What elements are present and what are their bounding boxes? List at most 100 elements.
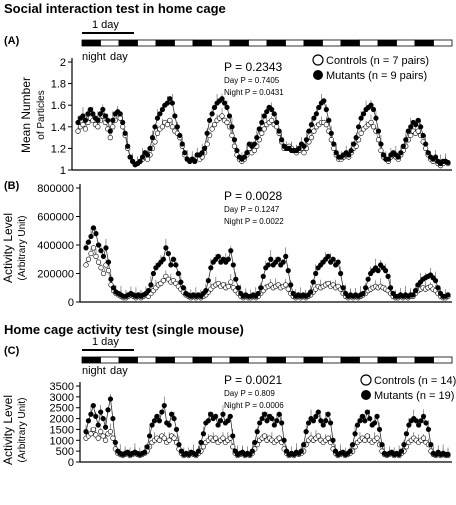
data-point-mutants — [374, 413, 380, 420]
data-point-controls — [93, 253, 99, 259]
data-point-mutants — [219, 96, 225, 102]
light-dark-segment-day — [211, 356, 231, 364]
data-point-mutants — [256, 126, 262, 132]
day-label: day — [110, 51, 128, 63]
data-point-mutants — [340, 285, 346, 291]
day-label-2: day — [110, 365, 128, 377]
data-point-controls — [152, 139, 158, 145]
data-point-mutants — [165, 250, 171, 257]
data-point-mutants — [227, 413, 233, 420]
data-point-mutants — [169, 411, 175, 417]
data-point-controls — [378, 147, 384, 154]
light-dark-segment-day — [396, 356, 416, 364]
y-tick-label: 1.6 — [51, 100, 66, 112]
data-point-mutants — [376, 426, 383, 433]
y-tick-label: 2 — [60, 57, 66, 69]
panel-b-stat-night: Night P = 0.0022 — [224, 217, 284, 226]
light-dark-segment-day — [137, 39, 157, 47]
panel-c-stat-day: Day P = 0.809 — [224, 389, 275, 398]
data-point-mutants — [362, 418, 368, 424]
data-point-mutants — [146, 433, 153, 439]
data-point-controls — [224, 119, 230, 126]
light-dark-segment-day — [174, 39, 194, 47]
light-dark-segment-day — [322, 39, 342, 47]
data-point-mutants — [164, 100, 170, 106]
panel-b-stat-main: P = 0.0028 — [224, 189, 282, 203]
data-point-mutants — [418, 124, 424, 130]
data-point-mutants — [260, 273, 266, 279]
data-point-mutants — [244, 150, 250, 156]
data-point-mutants — [208, 265, 214, 271]
data-point-mutants — [356, 124, 362, 130]
data-point-mutants — [375, 268, 381, 274]
data-point-controls — [420, 435, 427, 441]
data-point-mutants — [420, 413, 427, 420]
data-point-controls — [423, 145, 429, 151]
data-point-mutants — [403, 137, 409, 143]
data-point-controls — [161, 435, 167, 441]
light-dark-segment-day — [359, 39, 379, 47]
data-point-mutants — [420, 132, 426, 139]
data-point-mutants — [280, 259, 286, 265]
light-dark-segment-day — [285, 356, 305, 364]
data-point-mutants — [330, 256, 336, 262]
data-point-mutants — [321, 98, 327, 104]
data-point-mutants — [215, 253, 221, 259]
data-point-mutants — [228, 248, 234, 254]
light-dark-segment-night — [118, 356, 138, 364]
data-point-mutants — [156, 418, 162, 424]
data-point-mutants — [310, 279, 316, 285]
data-point-controls — [107, 135, 113, 141]
data-point-mutants — [432, 278, 439, 284]
data-point-controls — [325, 435, 331, 441]
data-point-mutants — [398, 448, 405, 454]
data-point-mutants — [306, 128, 312, 134]
data-point-mutants — [413, 122, 419, 128]
light-dark-segment-day — [100, 356, 120, 364]
data-point-controls — [82, 126, 89, 132]
data-point-mutants — [276, 411, 282, 417]
data-point-mutants — [274, 418, 280, 424]
data-point-controls — [171, 435, 177, 441]
data-point-mutants — [144, 444, 150, 450]
data-point-mutants — [445, 451, 451, 458]
panel-c-ylabel-line1: Activity Level — [1, 395, 15, 465]
panel-a-legend: Controls (n = 7 pairs) Mutants (n = 9 pa… — [312, 54, 429, 82]
data-point-mutants — [325, 253, 331, 259]
light-dark-segment-day — [322, 356, 342, 364]
data-point-controls — [368, 119, 374, 126]
data-point-mutants — [380, 152, 387, 158]
data-point-mutants — [274, 119, 280, 126]
data-point-mutants — [318, 418, 324, 424]
data-point-controls — [88, 431, 94, 437]
data-point-mutants — [385, 156, 392, 162]
panel-a-ylabel-line2: of Particles — [36, 90, 47, 139]
data-point-controls — [120, 124, 126, 130]
data-point-mutants — [259, 119, 265, 126]
data-point-mutants — [315, 409, 321, 415]
data-point-mutants — [364, 409, 370, 415]
data-point-mutants — [93, 231, 99, 237]
data-point-controls — [100, 270, 107, 277]
panel-c-legend: Controls (n = 14) Mutants (n = 19) — [360, 374, 456, 402]
data-point-mutants — [370, 106, 377, 113]
data-point-mutants — [310, 418, 317, 424]
data-point-mutants — [192, 158, 198, 164]
light-dark-bar-top — [81, 39, 453, 47]
series-line-open — [85, 246, 449, 299]
light-dark-bar-bottom — [81, 356, 453, 364]
data-point-mutants — [281, 437, 287, 443]
data-point-mutants — [234, 147, 240, 154]
data-point-mutants — [432, 154, 439, 160]
data-point-mutants — [230, 262, 236, 268]
data-point-mutants — [418, 418, 424, 424]
data-point-mutants — [102, 113, 108, 119]
data-point-controls — [213, 435, 219, 441]
data-point-controls — [110, 435, 116, 441]
y-tick-label: 500 — [56, 446, 74, 458]
data-point-mutants — [154, 115, 161, 121]
data-point-mutants — [385, 273, 391, 279]
data-point-controls — [80, 122, 86, 128]
